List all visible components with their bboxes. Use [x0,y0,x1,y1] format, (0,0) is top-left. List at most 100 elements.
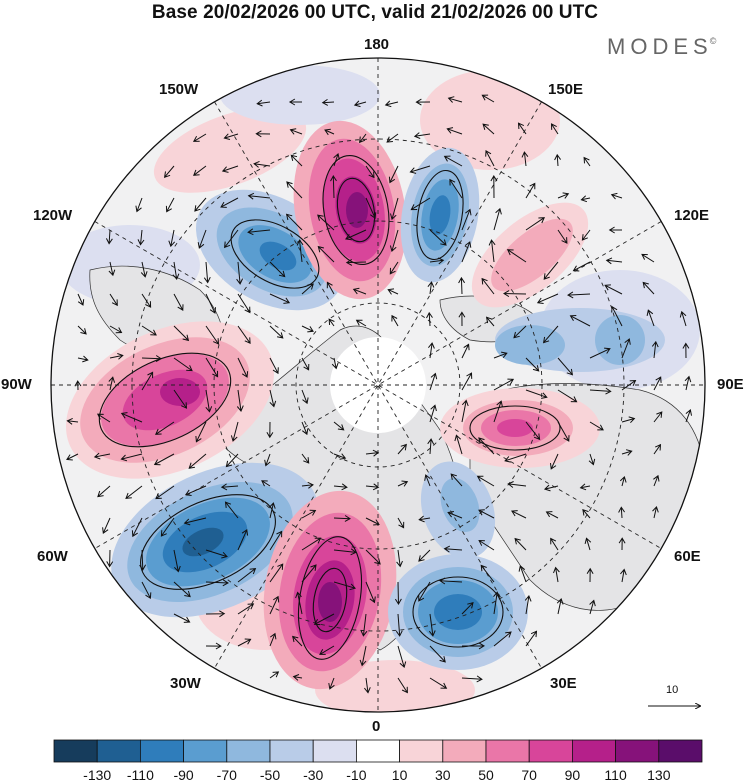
wind-vector-arrow [345,258,367,266]
wind-vector-arrow [394,581,402,605]
wind-vector-arrow [328,677,335,690]
wind-vector-arrow [443,155,463,167]
wind-vector-arrow [224,229,239,249]
wind-vector-arrow [584,537,592,551]
wind-vector-arrow [461,241,472,263]
colorbar-swatch [183,739,228,763]
wind-vector-arrow [205,642,222,650]
lon-label-120w: 120W [33,207,73,224]
wind-vector-arrow [188,453,207,469]
colorbar [53,739,703,763]
wind-vector-arrow [269,261,286,278]
wind-vector-arrow [289,128,303,135]
wind-vector-arrow [429,645,446,663]
wind-vector-arrow [569,315,591,327]
wind-vector-arrow [390,197,399,221]
wind-vector-arrow [108,261,116,277]
wind-vector-arrow [285,213,303,231]
wind-vector-arrow [478,539,495,551]
wind-vector-arrow [192,133,207,142]
wind-vector-arrow [389,229,399,253]
wind-vector-arrow [141,581,152,600]
wind-vector-arrow [447,96,463,103]
anomaly-90w-positive [66,321,274,479]
wind-vector-arrow [140,261,148,278]
wind-vector-arrow [301,564,317,583]
wind-vector-arrow [301,283,314,295]
wind-vector-arrow [184,485,207,496]
brand-name: MODES [607,34,713,59]
wind-vector-arrow [557,389,578,403]
anomaly-135e-positive [471,202,589,308]
wind-vector-arrow [225,453,239,468]
lon-label-30w: 30W [170,675,201,692]
wind-vector-arrow [269,325,284,339]
wind-vector-arrow [397,677,408,694]
wind-vector-arrow [205,357,219,378]
wind-vector-arrow [173,549,181,573]
wind-vector-arrow [525,217,545,231]
wind-vector-arrow [386,133,399,143]
wind-vector-arrow [290,154,303,167]
wind-vector-arrow [155,421,175,435]
colorbar-tick-label: 110 [604,767,627,783]
wind-vector-arrow [173,389,188,409]
wind-vector-arrow [397,480,409,487]
wind-vector-arrow [397,443,407,455]
wind-vector-arrow [426,311,433,327]
wind-vector-arrow [428,613,436,637]
wind-vector-arrow [247,228,271,236]
wind-vector-arrow [582,508,591,519]
wind-vector-arrow [74,380,82,391]
lon-label-180: 180 [364,36,390,53]
wind-vector-arrow [518,564,527,583]
wind-vector-arrow [396,549,403,568]
wind-vector-arrow [365,165,375,179]
wind-vector-arrow [480,564,495,583]
wind-vector-arrow [269,293,291,304]
colorbar-tick-label: -70 [216,767,237,783]
wind-vector-arrow [553,566,560,583]
wind-vector-arrow [583,156,591,167]
wind-vector-arrow [333,548,357,556]
wind-vector-arrow [556,597,564,615]
wind-vector-arrow [109,353,124,360]
wind-vector-arrow [536,293,559,304]
wind-vector-arrow [324,128,335,136]
wind-vector-arrow [429,677,448,689]
wind-vector-arrow [97,485,111,498]
wind-vector-arrow [458,276,466,295]
wind-vector-arrow [581,229,591,241]
colorbar-swatch [355,739,400,763]
wind-vector-arrow [141,293,152,308]
wind-vector-arrow [418,549,431,562]
wind-vector-arrow [608,226,622,234]
wind-vector-arrow [651,340,659,359]
wind-vector-arrow [542,325,559,344]
wind-vector-arrow [514,537,527,551]
wind-vector-arrow [269,632,277,647]
lon-label-60w: 60W [37,548,68,565]
wind-vector-arrow [237,638,252,647]
lon-label-150e: 150E [548,81,584,98]
wind-vector-arrow [429,372,438,391]
lon-label-60e: 60E [674,548,701,565]
wind-vector-arrow [588,453,596,466]
colorbar-tick-label: 70 [521,767,537,783]
wind-vector-arrow [589,387,612,395]
wind-vector-arrow [589,421,604,431]
wind-vector-arrow [355,319,367,327]
chart-title: Base 20/02/2026 00 UTC, valid 21/02/2026… [151,2,599,23]
wind-vector-arrow [333,453,347,460]
wind-vector-arrow [415,98,431,106]
anomaly-95e-negative [495,308,665,372]
colorbar-swatch [312,739,357,763]
wind-vector-arrow [353,100,367,108]
wind-vector-arrow [454,434,463,455]
wind-vector-arrow [255,130,271,138]
wind-vector-arrow [301,453,310,464]
wind-vector-arrow [488,239,496,263]
wind-vector-arrow [359,133,367,144]
graticule [51,58,705,712]
wind-vector-arrow [679,310,687,327]
